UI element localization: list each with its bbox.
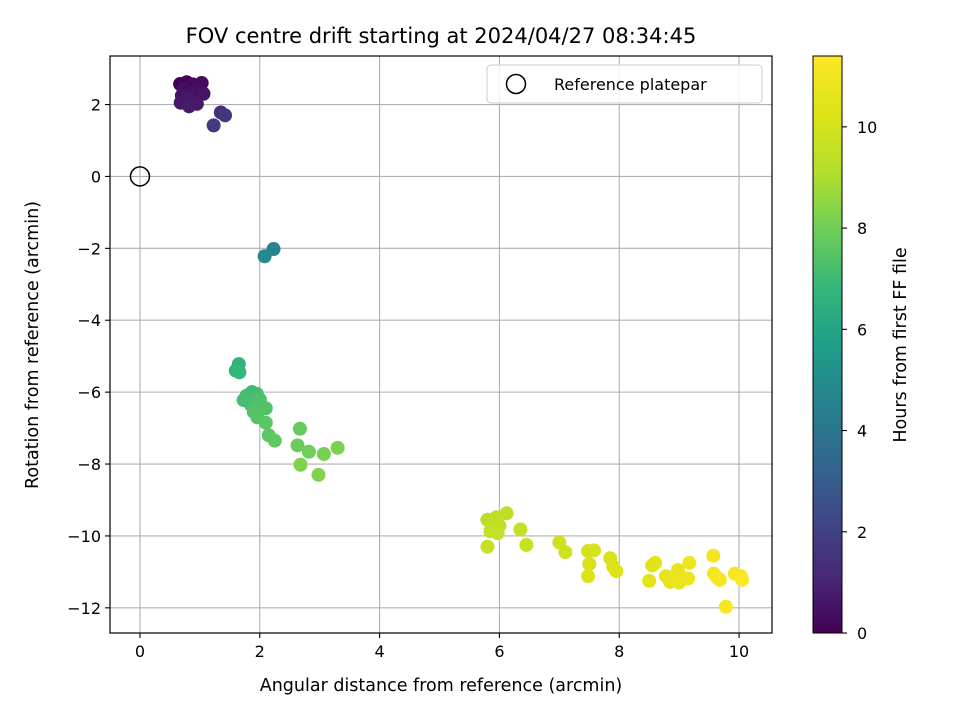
- data-point: [648, 555, 663, 570]
- data-point: [480, 539, 495, 554]
- data-points: [173, 75, 750, 614]
- x-tick-label: 10: [729, 642, 749, 661]
- legend-box: [486, 64, 763, 104]
- data-point: [218, 108, 233, 123]
- colorbar-tick-label: 2: [857, 523, 867, 542]
- colorbar-tick-label: 10: [857, 118, 877, 137]
- colorbar-tick-label: 6: [857, 320, 867, 339]
- data-point: [258, 401, 273, 416]
- y-tick-label: −8: [77, 455, 101, 474]
- x-axis-label: Angular distance from reference (arcmin): [260, 676, 623, 696]
- data-point: [490, 526, 505, 541]
- colorbar-label: Hours from first FF file: [891, 247, 911, 442]
- data-point: [735, 572, 750, 587]
- data-point: [196, 86, 211, 101]
- legend-label: Reference platepar: [554, 75, 707, 94]
- x-axis-ticks: 0 2 4 6 8 10: [135, 633, 749, 661]
- y-tick-label: 2: [91, 96, 101, 115]
- data-point: [290, 438, 305, 453]
- data-point: [257, 249, 272, 264]
- data-point: [182, 99, 197, 114]
- chart-title: FOV centre drift starting at 2024/04/27 …: [186, 24, 697, 48]
- y-axis-label: Rotation from reference (arcmin): [23, 201, 43, 489]
- data-point: [316, 446, 331, 461]
- data-point: [642, 573, 657, 588]
- data-point: [718, 599, 733, 614]
- x-tick-label: 6: [494, 642, 504, 661]
- x-tick-label: 2: [255, 642, 265, 661]
- data-point: [292, 421, 307, 436]
- colorbar-ticks: 0 2 4 6 8 10: [842, 118, 877, 643]
- data-point: [293, 457, 308, 472]
- y-tick-label: −10: [67, 527, 101, 546]
- colorbar-tick-label: 4: [857, 422, 867, 441]
- data-point: [558, 545, 573, 560]
- colorbar: [812, 55, 843, 634]
- data-point: [712, 572, 727, 587]
- colorbar-tick-label: 8: [857, 219, 867, 238]
- y-tick-label: −2: [77, 239, 101, 258]
- data-point: [587, 543, 602, 558]
- x-tick-label: 0: [135, 642, 145, 661]
- grid-lines: [110, 56, 772, 633]
- reference-point: [129, 166, 151, 187]
- data-point: [206, 118, 221, 133]
- colorbar-tick-label: 0: [857, 624, 867, 643]
- y-tick-label: 0: [91, 167, 101, 186]
- data-point: [311, 467, 326, 482]
- y-tick-label: −6: [77, 383, 101, 402]
- y-axis-ticks: 2 0 −2 −4 −6 −8 −10 −12: [67, 96, 110, 618]
- x-tick-label: 8: [614, 642, 624, 661]
- plot-frame: [109, 55, 773, 634]
- data-point: [581, 569, 596, 584]
- data-point: [706, 548, 721, 563]
- legend: Reference platepar: [486, 64, 763, 104]
- data-point: [258, 415, 273, 430]
- reference-marker: [129, 166, 151, 187]
- y-tick-label: −12: [67, 599, 101, 618]
- y-tick-label: −4: [77, 311, 101, 330]
- x-tick-label: 4: [374, 642, 384, 661]
- data-point: [330, 440, 345, 455]
- legend-reference-icon: [505, 73, 527, 95]
- data-point: [582, 556, 597, 571]
- data-point: [232, 365, 247, 380]
- data-point: [519, 537, 534, 552]
- data-point: [267, 433, 282, 448]
- data-point: [513, 522, 528, 537]
- data-point: [301, 444, 316, 459]
- data-point: [682, 555, 697, 570]
- data-point: [681, 571, 696, 586]
- data-point: [609, 564, 624, 579]
